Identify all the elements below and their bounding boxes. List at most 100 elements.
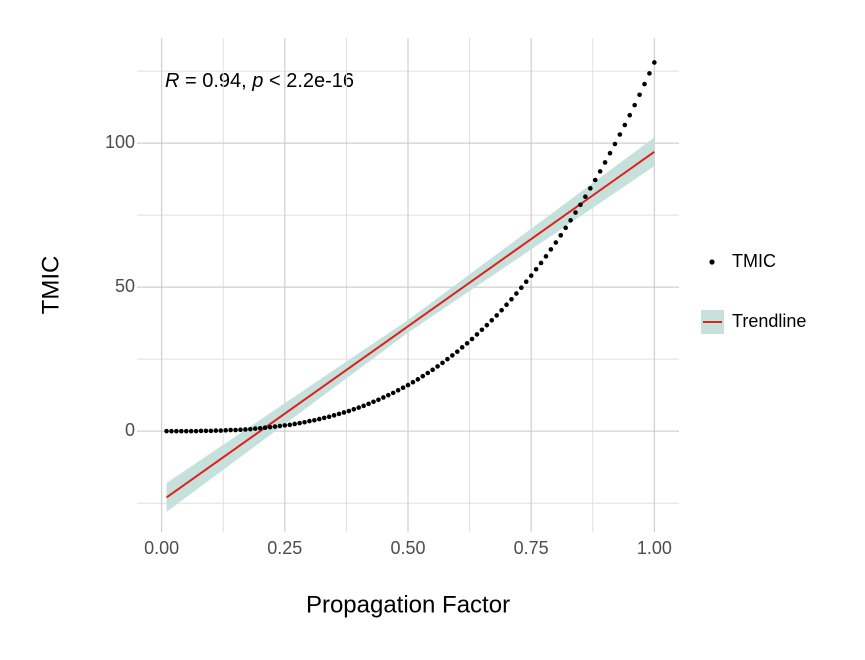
annotation: R = 0.94, p < 2.2e-16 [165,70,354,92]
point [257,426,263,431]
point [188,428,194,434]
point [617,132,623,137]
point [533,267,539,272]
point [376,397,381,403]
point [336,411,342,417]
point [385,392,391,398]
point [622,122,628,128]
point [459,345,465,350]
point [543,254,549,259]
point [588,186,593,191]
x-tick-label: 0.75 [514,538,549,558]
point [592,177,598,183]
point [612,141,618,147]
point [203,428,209,434]
point [366,401,371,407]
point [430,367,435,373]
point [578,202,583,208]
point [179,428,184,434]
point [499,307,504,313]
point [361,403,366,409]
point [445,356,450,362]
point [652,60,657,65]
annotation-r-text: = 0.94, [179,70,252,92]
point [223,428,228,433]
point [287,422,293,428]
point [174,428,179,434]
legend-key [709,259,715,265]
point [568,218,573,223]
point [558,233,564,238]
point [647,71,652,76]
point [233,427,238,433]
point [400,385,406,390]
point [607,150,613,156]
point [321,415,327,421]
y-axis-title: TMIC [37,256,64,315]
legend-label: Trendline [732,311,806,331]
point [509,296,514,302]
point [198,428,204,434]
point [425,370,431,376]
point [440,360,445,366]
x-tick-label: 0.00 [144,538,179,558]
point [523,279,529,284]
point [583,194,588,200]
point [573,210,578,215]
point [346,408,352,414]
point [326,414,332,420]
point [602,160,608,165]
point [169,428,174,434]
point [435,364,440,369]
point [297,420,302,426]
point [538,260,544,266]
point [248,426,253,432]
point [627,112,633,118]
point [302,419,307,425]
point [351,406,357,412]
x-tick-label: 1.00 [637,538,672,558]
point [371,399,376,405]
point [307,418,312,424]
point [563,225,568,231]
point [243,427,248,432]
x-tick-label: 0.50 [390,538,425,558]
point [208,428,214,434]
point [597,169,603,174]
point [504,302,509,308]
point [479,327,485,333]
point [164,428,169,434]
point [642,81,647,87]
point [262,425,268,431]
annotation-r: R [165,70,179,92]
legend-label: TMIC [732,251,776,271]
point [548,247,554,252]
point [331,413,337,418]
point [395,387,401,393]
x-tick-label: 0.25 [267,538,302,558]
point [272,424,278,429]
point [410,379,416,385]
point [267,424,273,430]
point [519,285,524,291]
point [464,341,470,346]
point [415,377,421,382]
point [390,390,396,396]
point [454,349,460,354]
annotation-p-text: < 2.2e-16 [263,70,354,92]
point [494,313,499,318]
point [469,336,475,342]
point [277,423,283,429]
x-axis-title: Propagation Factor [306,591,510,618]
point [514,291,519,296]
point [420,373,426,379]
trend-line [165,150,655,499]
point [252,426,258,431]
point [238,427,243,433]
annotation-p: p [251,70,263,92]
point [528,273,534,278]
point [183,428,189,434]
y-tick-label: 0 [125,420,135,440]
grid [137,38,679,532]
